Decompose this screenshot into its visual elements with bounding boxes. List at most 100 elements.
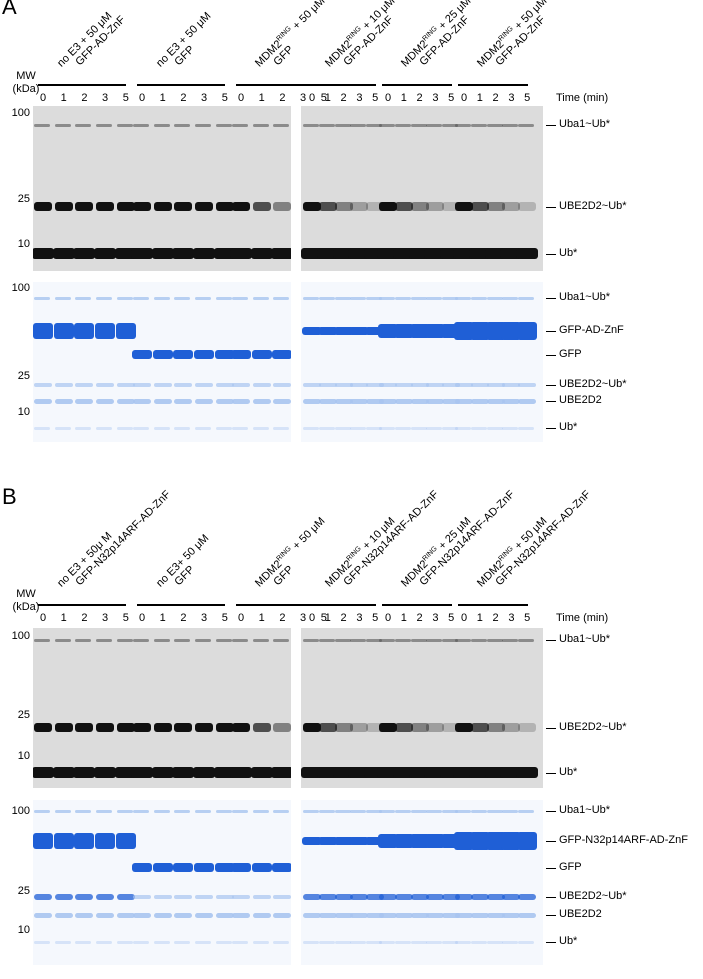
band-ube2d2-ub (303, 723, 321, 732)
band-ube2d2-ub (318, 202, 337, 211)
band-gfp-fusion (378, 834, 398, 848)
band-uba1-ub (75, 124, 92, 127)
band-uba1-ub (133, 124, 149, 127)
band-ub (33, 767, 54, 778)
lane-number: 1 (476, 92, 483, 104)
lane-number: 3 (432, 92, 439, 104)
group-label-line1: MDM2RING + 50 μM (253, 515, 327, 589)
band-ube2d2-ub (116, 383, 135, 387)
band-label: UBE2D2~Ub* (559, 200, 627, 212)
band-ube2d2-ub (366, 202, 385, 211)
band-ube2d2-ub (133, 383, 151, 387)
lane-number: 5 (320, 92, 327, 104)
band-ube2d2-ub (518, 202, 537, 211)
lane-number: 5 (524, 612, 531, 624)
fluorescence-gel (301, 628, 543, 788)
band-ub (518, 427, 535, 430)
band-ube2d2-ub (232, 723, 250, 732)
band-ub (174, 941, 191, 944)
band-ub (453, 767, 475, 778)
band-gfp-fusion (349, 837, 370, 845)
band-ube2d2-ub (502, 202, 521, 211)
band-ub (232, 941, 248, 944)
band-uba1-ub (518, 124, 535, 127)
group-underline (137, 84, 225, 86)
band-ub (153, 427, 170, 430)
band-ub (516, 767, 539, 778)
band-ub (151, 767, 174, 778)
band-uba1-ub (75, 297, 92, 300)
band-gfp (132, 863, 152, 872)
band-uba1-ub (366, 297, 383, 300)
lane-number: 3 (356, 612, 363, 624)
band-ube2d2 (153, 399, 172, 404)
band-ube2d2-ub (410, 894, 429, 900)
band-ub (468, 248, 491, 259)
lane-number: 1 (60, 92, 67, 104)
band-tick (546, 811, 556, 812)
band-gfp-fusion (53, 833, 74, 849)
band-uba1-ub (518, 810, 535, 813)
band-uba1-ub (350, 810, 367, 813)
band-ube2d2 (442, 913, 461, 918)
lane-number: 2 (492, 612, 499, 624)
band-ub (318, 941, 335, 944)
band-gfp (251, 863, 272, 872)
band-gfp-fusion (409, 324, 430, 338)
band-ub (440, 248, 463, 259)
band-ub (334, 427, 351, 430)
band-uba1-ub (366, 639, 383, 642)
band-uba1-ub (366, 810, 383, 813)
band-uba1-ub (303, 297, 319, 300)
band-ub (273, 427, 290, 430)
band-label: Ub* (559, 421, 578, 433)
band-ube2d2 (394, 399, 413, 404)
band-ube2d2-ub (379, 894, 397, 900)
fluorescence-gel (33, 628, 291, 788)
band-uba1-ub (96, 297, 113, 300)
band-ub (96, 941, 113, 944)
band-ube2d2-ub (116, 723, 135, 732)
band-ube2d2-ub (334, 894, 353, 900)
mw-value: 10 (17, 238, 30, 250)
band-uba1-ub (394, 810, 411, 813)
band-uba1-ub (426, 297, 443, 300)
band-ube2d2 (334, 913, 353, 918)
lane-number: 0 (384, 92, 392, 104)
lane-number: 2 (279, 612, 286, 624)
band-gfp-fusion (115, 323, 136, 339)
band-ube2d2 (470, 913, 489, 918)
band-ube2d2-ub (350, 894, 369, 900)
band-ub (377, 767, 399, 778)
band-uba1-ub (232, 297, 248, 300)
band-ube2d2 (410, 913, 429, 918)
band-uba1-ub (442, 124, 459, 127)
band-ube2d2-ub (518, 723, 537, 732)
band-ube2d2-ub (442, 894, 461, 900)
band-ub (379, 941, 395, 944)
band-ub (392, 767, 415, 778)
band-ube2d2-ub (442, 383, 461, 387)
band-ub (394, 427, 411, 430)
band-ub (348, 248, 371, 259)
band-ube2d2 (334, 399, 353, 404)
band-uba1-ub (96, 810, 113, 813)
band-ub (271, 248, 291, 259)
band-ube2d2-ub (410, 202, 429, 211)
band-ube2d2-ub (486, 723, 505, 732)
band-ube2d2 (133, 913, 151, 918)
band-ub (94, 767, 117, 778)
band-ub (195, 427, 212, 430)
band-tick (546, 401, 556, 402)
band-ube2d2-ub (318, 383, 337, 387)
band-ube2d2-ub (153, 383, 172, 387)
band-ub (133, 427, 149, 430)
band-gfp-fusion (74, 833, 95, 849)
lane-number: 1 (400, 612, 407, 624)
lane-number: 5 (221, 92, 228, 104)
band-ube2d2-ub (133, 202, 151, 211)
band-gfp-fusion (469, 832, 490, 850)
band-gfp-fusion (365, 327, 386, 335)
band-uba1-ub (518, 639, 535, 642)
band-ube2d2-ub (195, 202, 214, 211)
